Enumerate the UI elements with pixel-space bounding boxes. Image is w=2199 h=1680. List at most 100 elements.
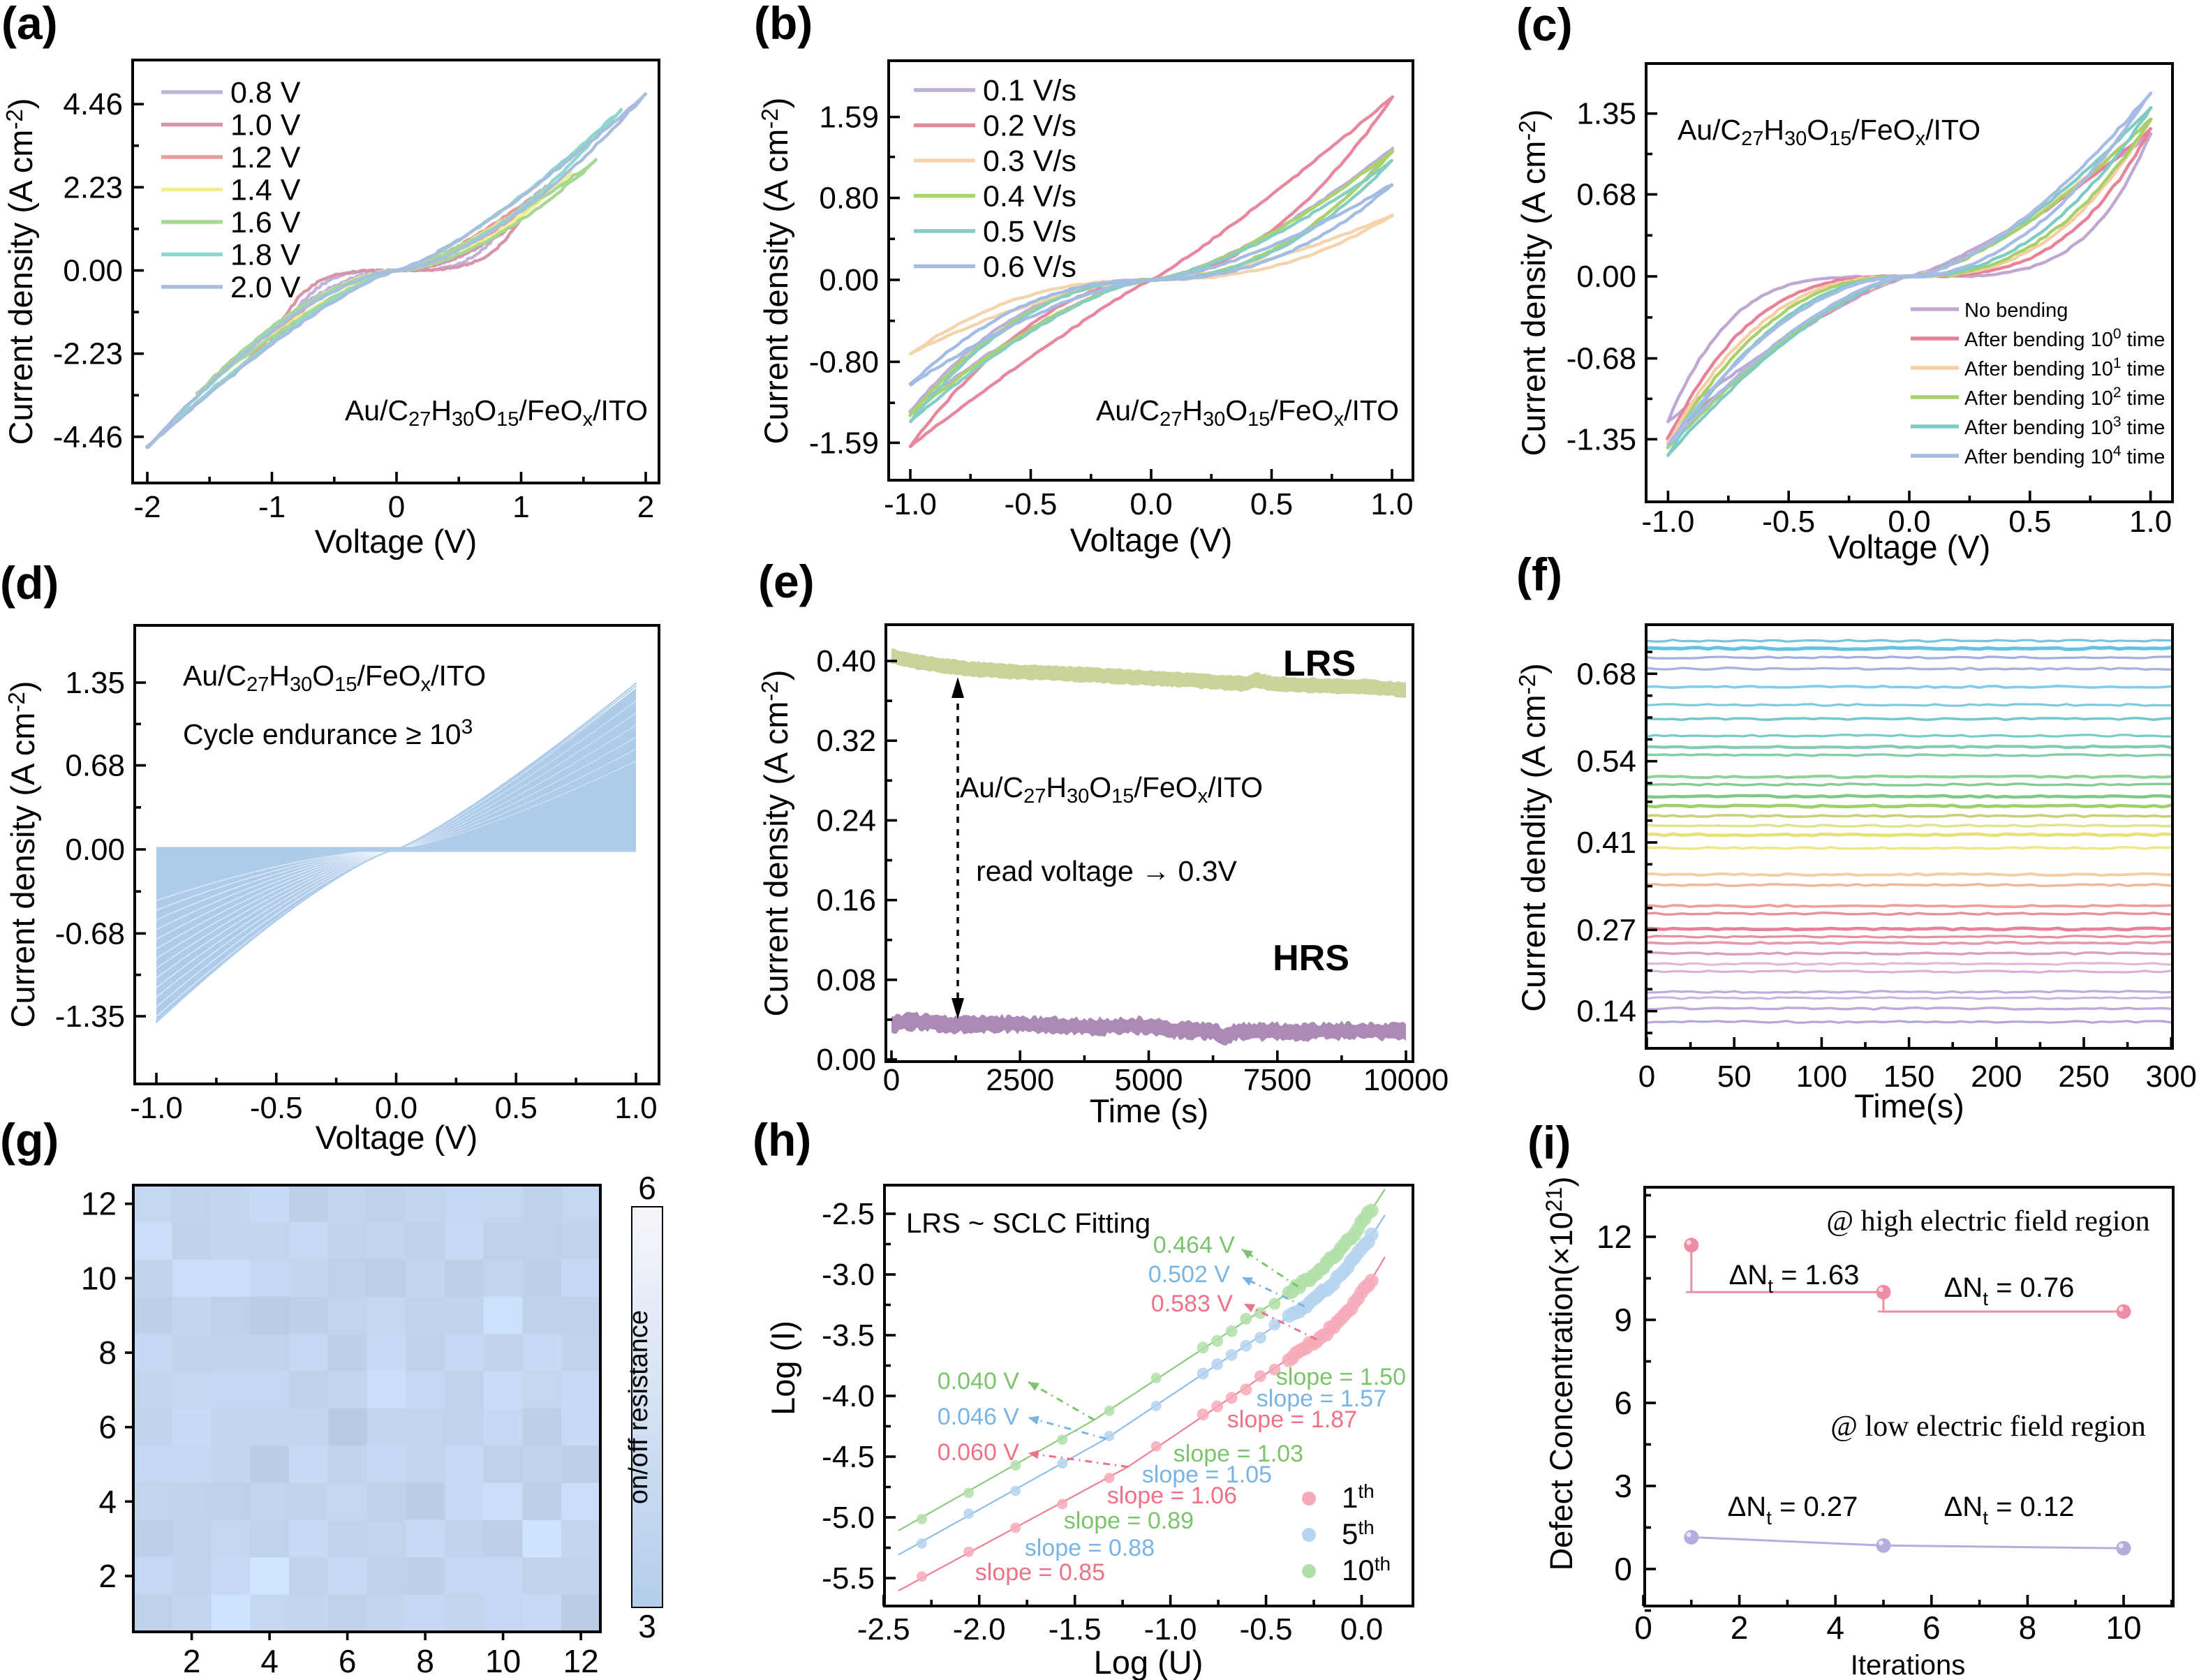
- svg-text:0.5: 0.5: [2008, 505, 2051, 539]
- svg-text:0.68: 0.68: [1576, 657, 1636, 691]
- svg-text:0.16: 0.16: [816, 884, 876, 918]
- svg-text:0.5: 0.5: [1250, 487, 1293, 521]
- svg-text:-0.5: -0.5: [1240, 1612, 1293, 1646]
- svg-text:6: 6: [1923, 1610, 1941, 1646]
- svg-text:slope = 0.88: slope = 0.88: [1025, 1535, 1155, 1561]
- svg-text:1.35: 1.35: [65, 666, 125, 700]
- svg-text:200: 200: [1971, 1060, 2022, 1094]
- svg-text:Log (I): Log (I): [764, 1321, 801, 1415]
- svg-text:-5.0: -5.0: [822, 1501, 875, 1535]
- svg-text:slope = 1.87: slope = 1.87: [1227, 1406, 1357, 1433]
- svg-text:Voltage (V): Voltage (V): [1070, 521, 1233, 558]
- svg-text:-1.0: -1.0: [1144, 1612, 1197, 1646]
- svg-text:slope = 1.05: slope = 1.05: [1142, 1462, 1272, 1488]
- svg-text:1.8 V: 1.8 V: [230, 239, 301, 272]
- svg-text:6: 6: [339, 1643, 357, 1679]
- svg-text:-0.80: -0.80: [809, 345, 879, 379]
- svg-text:0.80: 0.80: [819, 181, 879, 216]
- svg-text:50: 50: [1717, 1060, 1752, 1094]
- svg-text:(i): (i): [1527, 1117, 1571, 1168]
- svg-text:After bending 103​ time: After bending 103​ time: [1964, 414, 2165, 439]
- svg-text:0.00: 0.00: [816, 1043, 876, 1077]
- svg-text:0.4 V/s: 0.4 V/s: [983, 180, 1076, 214]
- svg-text:2: 2: [98, 1558, 117, 1594]
- svg-text:1.59: 1.59: [819, 101, 879, 135]
- svg-text:-2.0: -2.0: [953, 1612, 1006, 1646]
- svg-text:Current density (A cm-2​): Current density (A cm-2​): [1514, 110, 1552, 456]
- svg-text:0.2 V/s: 0.2 V/s: [983, 110, 1076, 143]
- svg-text:(h): (h): [753, 1114, 811, 1166]
- svg-text:(d): (d): [0, 557, 59, 609]
- svg-text:0.54: 0.54: [1576, 745, 1636, 779]
- svg-text:@ high electric field region: @ high electric field region: [1826, 1205, 2149, 1237]
- svg-text:0.6 V/s: 0.6 V/s: [983, 251, 1076, 284]
- svg-text:-0.5: -0.5: [250, 1091, 303, 1125]
- svg-text:0.5: 0.5: [495, 1091, 538, 1125]
- svg-text:0.040 V: 0.040 V: [938, 1368, 1020, 1395]
- svg-text:(b): (b): [754, 0, 813, 49]
- svg-text:4.46: 4.46: [63, 87, 123, 121]
- svg-text:10: 10: [2105, 1610, 2141, 1646]
- svg-text:-2.5: -2.5: [857, 1612, 910, 1646]
- svg-text:(c): (c): [1516, 0, 1573, 50]
- svg-text:(e): (e): [758, 556, 815, 607]
- svg-text:2.23: 2.23: [63, 170, 123, 205]
- svg-text:Au/C27​H30​O15​/FeOx​/ITO: Au/C27​H30​O15​/FeOx​/ITO: [960, 771, 1263, 808]
- svg-text:1.2 V: 1.2 V: [230, 141, 301, 174]
- svg-text:Voltage (V): Voltage (V): [315, 523, 477, 560]
- svg-text:6: 6: [638, 1170, 656, 1206]
- svg-text:-1.0: -1.0: [130, 1091, 183, 1125]
- svg-text:2.0 V: 2.0 V: [230, 271, 301, 304]
- svg-text:slope = 0.89: slope = 0.89: [1064, 1508, 1194, 1534]
- svg-text:1: 1: [512, 490, 529, 524]
- svg-text:4: 4: [98, 1483, 117, 1519]
- svg-text:8: 8: [98, 1335, 117, 1371]
- svg-text:250: 250: [2058, 1060, 2109, 1094]
- svg-text:0.08: 0.08: [816, 963, 876, 997]
- svg-text:-1.35: -1.35: [1567, 422, 1636, 456]
- svg-text:slope = 1.06: slope = 1.06: [1107, 1482, 1237, 1509]
- svg-text:0.00: 0.00: [63, 254, 123, 288]
- svg-text:Current density (A cm-2​): Current density (A cm-2​): [757, 670, 794, 1017]
- svg-text:Au/C27​H30​O15​/FeOx​/ITO: Au/C27​H30​O15​/FeOx​/ITO: [345, 394, 648, 431]
- svg-text:slope = 1.50: slope = 1.50: [1276, 1364, 1406, 1390]
- svg-text:LRS: LRS: [1283, 644, 1356, 684]
- svg-text:0.8 V: 0.8 V: [230, 76, 301, 110]
- svg-text:-0.68: -0.68: [1567, 342, 1636, 376]
- svg-text:-1: -1: [258, 490, 286, 524]
- svg-text:9: 9: [1614, 1302, 1632, 1338]
- svg-text:0.68: 0.68: [1576, 177, 1636, 211]
- svg-text:12: 12: [563, 1643, 599, 1679]
- svg-text:slope = 1.57: slope = 1.57: [1257, 1385, 1386, 1412]
- svg-text:4: 4: [260, 1643, 279, 1679]
- svg-text:Au/C27​H30​O15​/FeOx​/ITO: Au/C27​H30​O15​/FeOx​/ITO: [1678, 114, 1980, 150]
- svg-text:0.464 V: 0.464 V: [1153, 1232, 1236, 1258]
- svg-text:0.00: 0.00: [819, 263, 879, 297]
- svg-text:-0.5: -0.5: [1762, 505, 1815, 539]
- svg-text:-4.0: -4.0: [822, 1379, 875, 1413]
- svg-text:0: 0: [883, 1063, 900, 1097]
- svg-text:-4.5: -4.5: [822, 1440, 875, 1474]
- svg-text:0.24: 0.24: [816, 803, 876, 838]
- svg-text:0.00: 0.00: [1576, 260, 1636, 294]
- svg-text:6: 6: [98, 1409, 117, 1445]
- svg-text:2500: 2500: [986, 1063, 1054, 1097]
- svg-text:HRS: HRS: [1273, 938, 1349, 979]
- svg-text:1.0 V: 1.0 V: [230, 109, 301, 142]
- svg-text:After bending 101​ time: After bending 101​ time: [1964, 355, 2165, 380]
- svg-text:5000: 5000: [1115, 1063, 1183, 1097]
- svg-text:Au/C27​H30​O15​/FeOx​/ITO: Au/C27​H30​O15​/FeOx​/ITO: [1096, 394, 1399, 431]
- svg-text:1.6 V: 1.6 V: [230, 206, 301, 239]
- svg-text:0.060 V: 0.060 V: [938, 1439, 1020, 1466]
- svg-text:0.583 V: 0.583 V: [1151, 1291, 1234, 1317]
- svg-text:0.5 V/s: 0.5 V/s: [983, 215, 1076, 248]
- svg-text:Current dendity (A cm-2​): Current dendity (A cm-2​): [1514, 663, 1552, 1012]
- svg-text:read voltage → 0.3V: read voltage → 0.3V: [976, 855, 1237, 887]
- svg-text:-1.35: -1.35: [55, 999, 125, 1034]
- svg-text:Voltage (V): Voltage (V): [1828, 528, 1991, 565]
- svg-text:Iterations: Iterations: [1851, 1650, 1966, 1680]
- svg-text:2: 2: [1731, 1610, 1749, 1646]
- svg-text:0.40: 0.40: [816, 644, 876, 678]
- svg-text:0.68: 0.68: [65, 749, 125, 783]
- svg-text:0.0: 0.0: [1130, 487, 1172, 521]
